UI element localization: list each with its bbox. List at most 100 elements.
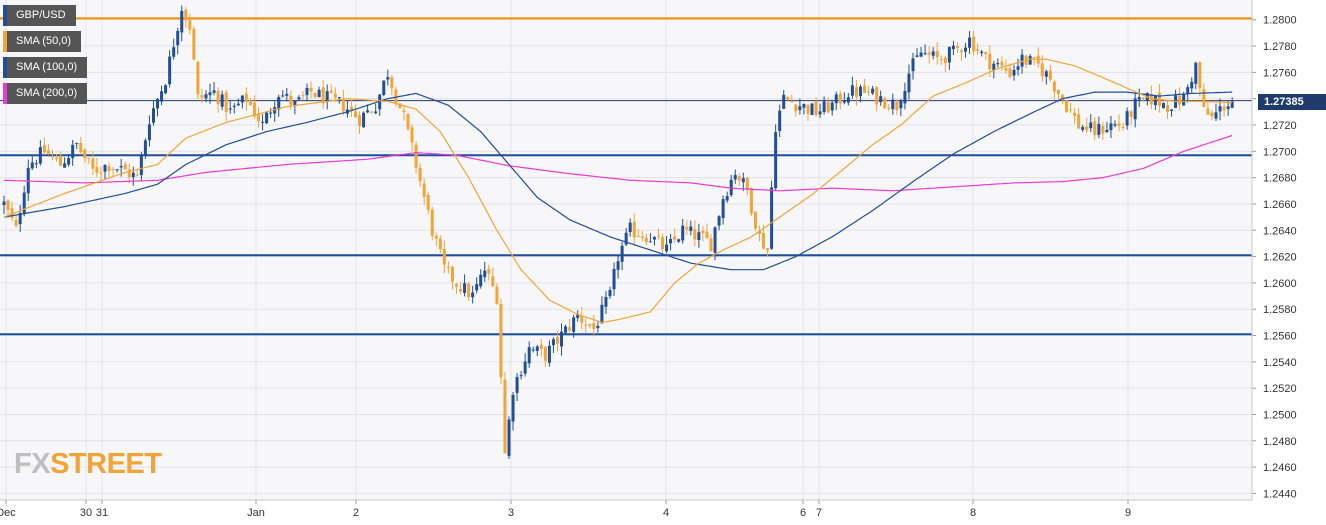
candle-body	[717, 216, 721, 226]
legend-item-sma50[interactable]: SMA (50,0)	[3, 31, 87, 52]
candle-body	[854, 87, 858, 97]
candle-body	[313, 92, 317, 98]
y-tick-label: 1.2480	[1263, 436, 1297, 448]
candle-body	[576, 314, 580, 318]
candle-body	[980, 51, 984, 54]
candle-body	[911, 58, 915, 72]
candle-body	[782, 94, 786, 109]
candle-body	[842, 100, 846, 103]
candle-body	[382, 80, 386, 96]
candle-body	[697, 232, 701, 241]
candle-body	[123, 164, 127, 170]
candle-body	[1073, 112, 1077, 116]
candle-body	[309, 87, 313, 92]
candle-body	[168, 56, 172, 85]
candle-body	[588, 323, 592, 326]
candle-body	[1141, 97, 1145, 100]
candle-body	[325, 91, 329, 102]
candle-body	[75, 142, 79, 144]
candle-body	[475, 284, 479, 291]
candle-body	[18, 212, 22, 225]
candle-body	[749, 188, 753, 214]
candle-body	[394, 89, 398, 104]
x-tick-label: 7	[816, 507, 822, 519]
candle-body	[757, 230, 761, 235]
candle-body	[915, 55, 919, 57]
candle-body	[1000, 61, 1004, 66]
candle-body	[515, 376, 519, 393]
candle-body	[802, 104, 806, 108]
candle-body	[636, 235, 640, 237]
candle-body	[34, 163, 38, 165]
candle-body	[976, 49, 980, 51]
candle-body	[95, 167, 99, 173]
candle-body	[265, 112, 269, 124]
candle-body	[600, 304, 604, 324]
legend-swatch	[3, 57, 7, 78]
y-tick-label: 1.2640	[1263, 225, 1297, 237]
candle-body	[741, 178, 745, 183]
candle-body	[329, 90, 333, 93]
candle-body	[442, 248, 446, 265]
candle-body	[333, 93, 337, 98]
candle-body	[1153, 95, 1157, 106]
candle-body	[547, 345, 551, 363]
current-price-tag: 1.27385	[1258, 94, 1326, 110]
candle-body	[305, 87, 309, 96]
candle-body	[107, 166, 111, 171]
candle-body	[705, 231, 709, 239]
candle-body	[434, 235, 438, 239]
candle-body	[608, 289, 612, 297]
x-tick-label: 31	[96, 507, 108, 519]
candle-body	[38, 147, 42, 164]
candle-body	[358, 115, 362, 126]
candle-body	[50, 156, 54, 158]
candle-body	[273, 107, 277, 114]
candle-body	[42, 145, 46, 153]
legend-swatch	[3, 5, 7, 26]
candle-body	[564, 326, 568, 333]
candle-body	[341, 99, 345, 112]
legend-item-sma100[interactable]: SMA (100,0)	[3, 57, 88, 78]
candle-body	[422, 183, 426, 197]
candle-body	[648, 241, 652, 243]
y-tick-label: 1.2680	[1263, 173, 1297, 185]
legend-item-sma200[interactable]: SMA (200,0)	[3, 83, 88, 104]
candle-body	[281, 95, 285, 97]
candle-body	[91, 158, 95, 169]
candle-body	[151, 108, 155, 123]
candle-body	[200, 95, 204, 98]
candle-body	[30, 162, 34, 169]
candle-body	[499, 304, 503, 378]
candle-body	[560, 331, 564, 347]
candle-body	[770, 187, 774, 249]
candle-body	[1202, 89, 1206, 108]
legend: GBP/USD SMA (50,0) SMA (100,0) SMA (200,…	[3, 5, 88, 109]
candle-body	[984, 51, 988, 55]
candle-body	[778, 110, 782, 131]
candle-body	[774, 132, 778, 189]
candle-body	[693, 229, 697, 240]
legend-item-gbpusd[interactable]: GBP/USD	[3, 5, 87, 26]
candle-body	[390, 77, 394, 89]
candle-body	[188, 20, 192, 30]
candle-body	[794, 104, 798, 112]
candle-body	[721, 199, 725, 219]
candle-body	[297, 97, 301, 100]
candle-body	[244, 93, 248, 103]
y-tick-label: 1.2500	[1263, 409, 1297, 421]
legend-label: GBP/USD	[7, 5, 76, 26]
y-tick-label: 1.2720	[1263, 120, 1297, 132]
candle-body	[6, 200, 10, 210]
candle-body	[1194, 62, 1198, 84]
candle-body	[479, 274, 483, 287]
candle-body	[1117, 123, 1121, 126]
y-tick-label: 1.2600	[1263, 278, 1297, 290]
candle-body	[192, 28, 196, 60]
sma-200-line	[3, 134, 1233, 192]
candle-body	[551, 339, 555, 346]
candle-body	[386, 77, 390, 80]
candle-body	[426, 194, 430, 210]
candle-body	[483, 270, 487, 278]
candle-body	[725, 196, 729, 201]
